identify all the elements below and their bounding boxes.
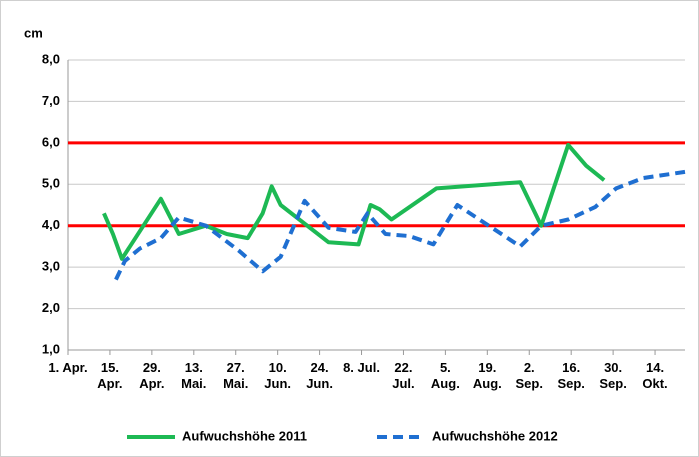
x-tick-label: 13. Mai.: [181, 360, 207, 391]
x-tick-label: 10. Jun.: [264, 360, 292, 391]
y-tick-label: 1,0: [42, 341, 60, 356]
x-tick-label: 24. Jun.: [306, 360, 333, 391]
x-tick-label: 30. Sep.: [599, 360, 627, 391]
x-tick-label: 2. Sep.: [515, 360, 543, 391]
x-tick-label: 16. Sep.: [557, 360, 585, 391]
x-tick-label: 8. Jul.: [343, 360, 380, 375]
x-tick-label: 5. Aug.: [430, 360, 460, 391]
x-tick-label: 27. Mai.: [223, 360, 249, 391]
y-tick-label: 5,0: [42, 176, 60, 191]
x-tick-label: 14. Okt.: [642, 360, 668, 391]
legend-label: Aufwuchshöhe 2012: [432, 428, 558, 443]
y-axis-label: cm: [24, 25, 43, 40]
x-tick-label: 29. Apr.: [139, 360, 165, 391]
x-tick-label: 19. Aug.: [472, 360, 502, 391]
legend-label: Aufwuchshöhe 2011: [182, 428, 307, 443]
x-tick-label: 22. Jul.: [392, 360, 415, 391]
y-tick-label: 6,0: [42, 134, 60, 149]
series-line: [114, 169, 686, 281]
x-tick-label: 1. Apr.: [48, 360, 88, 375]
y-tick-label: 7,0: [42, 93, 60, 108]
y-tick-label: 8,0: [42, 51, 60, 66]
y-tick-label: 2,0: [42, 300, 60, 315]
y-tick-label: 4,0: [42, 217, 60, 232]
y-tick-label: 3,0: [42, 259, 60, 274]
series-line: [102, 142, 606, 261]
x-tick-label: 15. Apr.: [97, 360, 123, 391]
